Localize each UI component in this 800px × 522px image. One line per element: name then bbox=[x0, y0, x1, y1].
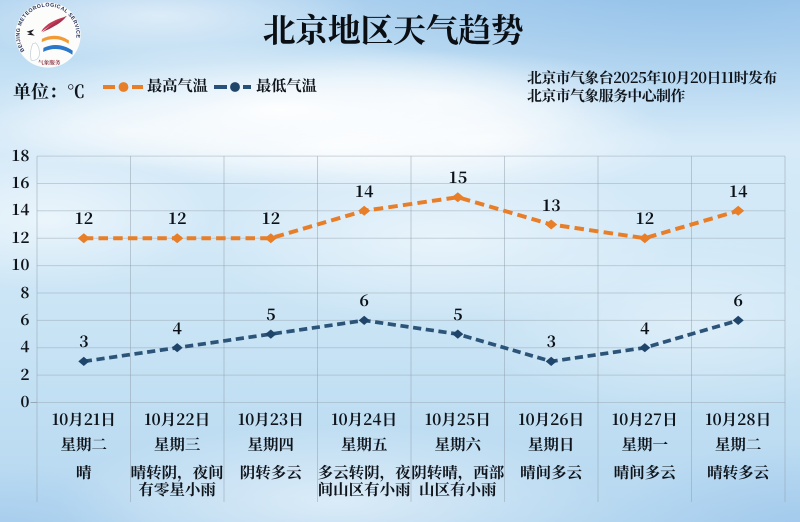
svg-text:气象服务: 气象服务 bbox=[38, 59, 61, 67]
